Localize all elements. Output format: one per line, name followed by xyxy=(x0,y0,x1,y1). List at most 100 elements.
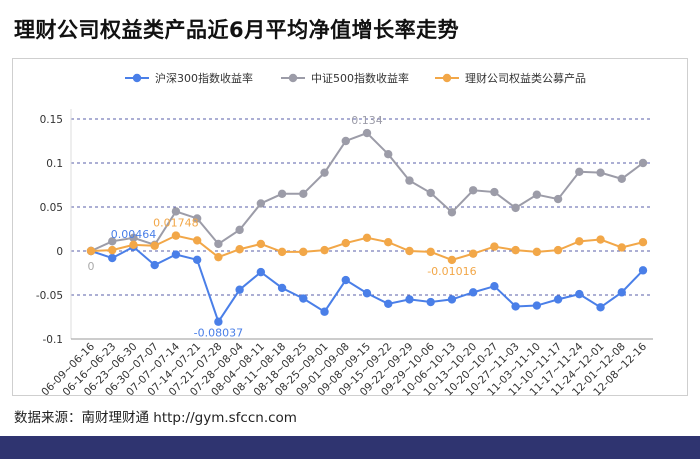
data-point xyxy=(171,231,181,240)
data-point xyxy=(86,246,96,256)
data-label: 0.01748 xyxy=(153,217,199,230)
data-point xyxy=(447,255,457,265)
data-point xyxy=(341,136,350,146)
chart-frame: -0.1 -0.05 0 0.05 0.1 0.15 06-09~06-16 06-16~06… xyxy=(12,58,688,397)
data-point xyxy=(405,246,414,256)
data-point xyxy=(299,189,308,198)
data-point xyxy=(108,253,117,263)
data-point xyxy=(277,247,287,257)
data-point xyxy=(511,245,520,255)
data-point xyxy=(405,295,414,304)
legend-marker xyxy=(288,73,298,83)
data-point xyxy=(532,190,542,199)
data-point xyxy=(256,199,266,208)
y-tick-label: 0.1 xyxy=(46,158,63,170)
data-point xyxy=(362,128,372,138)
data-point xyxy=(320,168,329,177)
data-point xyxy=(235,245,244,254)
data-point xyxy=(468,288,478,297)
data-point xyxy=(553,194,563,204)
data-point xyxy=(553,295,563,304)
annotation-layer: 0 0.00464 -0.08037 0.134 0.01748 -0.01016 xyxy=(88,114,477,340)
data-point xyxy=(384,299,393,308)
data-point xyxy=(235,285,244,294)
data-point xyxy=(638,158,648,168)
legend-marker xyxy=(132,73,142,83)
data-point xyxy=(129,240,138,250)
data-point xyxy=(192,236,202,245)
data-label: 0.00464 xyxy=(111,228,157,241)
y-tick-label: -0.05 xyxy=(36,290,63,302)
legend-item: 沪深300指数收益率 xyxy=(125,71,253,85)
data-point xyxy=(108,245,117,255)
data-point xyxy=(575,237,584,246)
data-point xyxy=(299,247,308,257)
data-point xyxy=(490,282,499,291)
data-point xyxy=(214,317,223,326)
data-point xyxy=(277,189,287,198)
data-point xyxy=(426,247,435,257)
data-point xyxy=(638,266,648,275)
data-point xyxy=(129,233,138,242)
source-note: 数据来源：南财理财通 http://gym.sfccn.com xyxy=(14,410,297,426)
data-point xyxy=(171,250,181,259)
legend-label: 理财公司权益类公募产品 xyxy=(465,71,586,85)
legend-item: 中证500指数收益率 xyxy=(281,71,409,85)
data-point xyxy=(341,275,350,285)
data-point xyxy=(468,249,478,258)
legend-marker xyxy=(442,73,452,83)
data-point xyxy=(490,187,499,197)
data-point xyxy=(171,207,181,216)
data-label: 0.134 xyxy=(351,114,383,127)
data-point xyxy=(426,188,435,198)
data-point xyxy=(447,295,457,304)
line-chart: -0.1-0.0500.050.10.1506-09~06-1606-16~06… xyxy=(36,71,653,397)
data-point xyxy=(511,203,520,213)
data-point xyxy=(575,167,584,176)
data-point xyxy=(192,214,202,223)
series-layer xyxy=(86,128,648,326)
data-point xyxy=(150,260,159,270)
data-point xyxy=(447,208,457,217)
axis-layer: -0.1-0.0500.050.10.1506-09~06-1606-16~06… xyxy=(36,109,653,397)
data-point xyxy=(596,168,605,177)
data-point xyxy=(553,245,563,255)
data-point xyxy=(596,303,605,312)
data-point xyxy=(256,239,266,249)
data-point xyxy=(277,283,287,293)
data-point xyxy=(384,238,393,247)
y-tick-label: 0.05 xyxy=(40,202,63,214)
data-point xyxy=(362,289,372,298)
data-point xyxy=(575,289,584,299)
data-point xyxy=(384,150,393,159)
data-point xyxy=(150,241,159,250)
data-point xyxy=(490,242,499,251)
data-point xyxy=(256,267,266,277)
legend-label: 沪深300指数收益率 xyxy=(155,71,253,85)
page-title: 理财公司权益类产品近6月平均净值增长率走势 xyxy=(14,18,460,42)
data-label: -0.01016 xyxy=(427,265,476,278)
data-label: 0 xyxy=(88,260,95,273)
legend-item: 理财公司权益类公募产品 xyxy=(435,71,586,85)
data-point xyxy=(468,186,478,195)
series-0 xyxy=(86,242,648,326)
data-point xyxy=(108,237,117,246)
y-tick-label: 0 xyxy=(56,246,63,258)
y-tick-label: -0.1 xyxy=(43,334,64,346)
data-point xyxy=(532,301,542,310)
legend: 沪深300指数收益率 中证500指数收益率 理财公司权益类公募产品 xyxy=(125,71,586,85)
data-point xyxy=(192,255,202,264)
data-point xyxy=(362,233,372,242)
data-point xyxy=(617,288,626,297)
data-point xyxy=(596,235,605,244)
series-2 xyxy=(86,231,648,265)
data-point xyxy=(320,307,329,316)
data-point xyxy=(511,302,520,311)
data-point xyxy=(617,243,626,252)
data-point xyxy=(299,294,308,303)
data-point xyxy=(617,174,626,184)
data-point xyxy=(532,247,542,257)
data-point xyxy=(235,225,244,235)
legend-label: 中证500指数收益率 xyxy=(311,71,409,85)
data-point xyxy=(341,238,350,248)
